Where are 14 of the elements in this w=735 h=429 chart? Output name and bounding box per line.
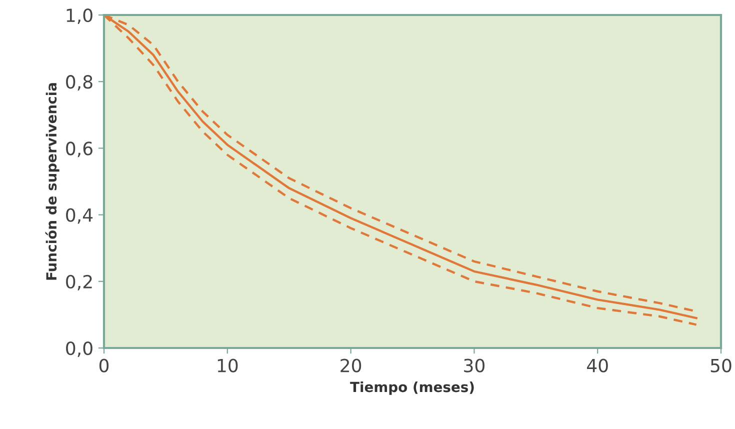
y-tick-label: 0,0 <box>66 341 92 357</box>
x-tick-label: 0 <box>99 358 109 372</box>
y-tick-label: 0,4 <box>66 208 93 224</box>
y-tick-label: 1,0 <box>66 8 92 24</box>
x-tick-label: 20 <box>340 358 362 372</box>
x-tick-label: 50 <box>710 358 732 372</box>
y-axis-title: Función de supervivencia <box>45 83 60 280</box>
y-tick-label: 0,6 <box>66 142 92 158</box>
x-tick-label: 30 <box>464 358 484 372</box>
y-tick-label: 0,2 <box>66 274 92 290</box>
x-tick-label: 10 <box>218 358 238 372</box>
x-tick-label: 40 <box>586 358 608 372</box>
x-axis-title: Tiempo (meses) <box>350 381 474 395</box>
y-tick-label: 0,8 <box>66 75 92 91</box>
